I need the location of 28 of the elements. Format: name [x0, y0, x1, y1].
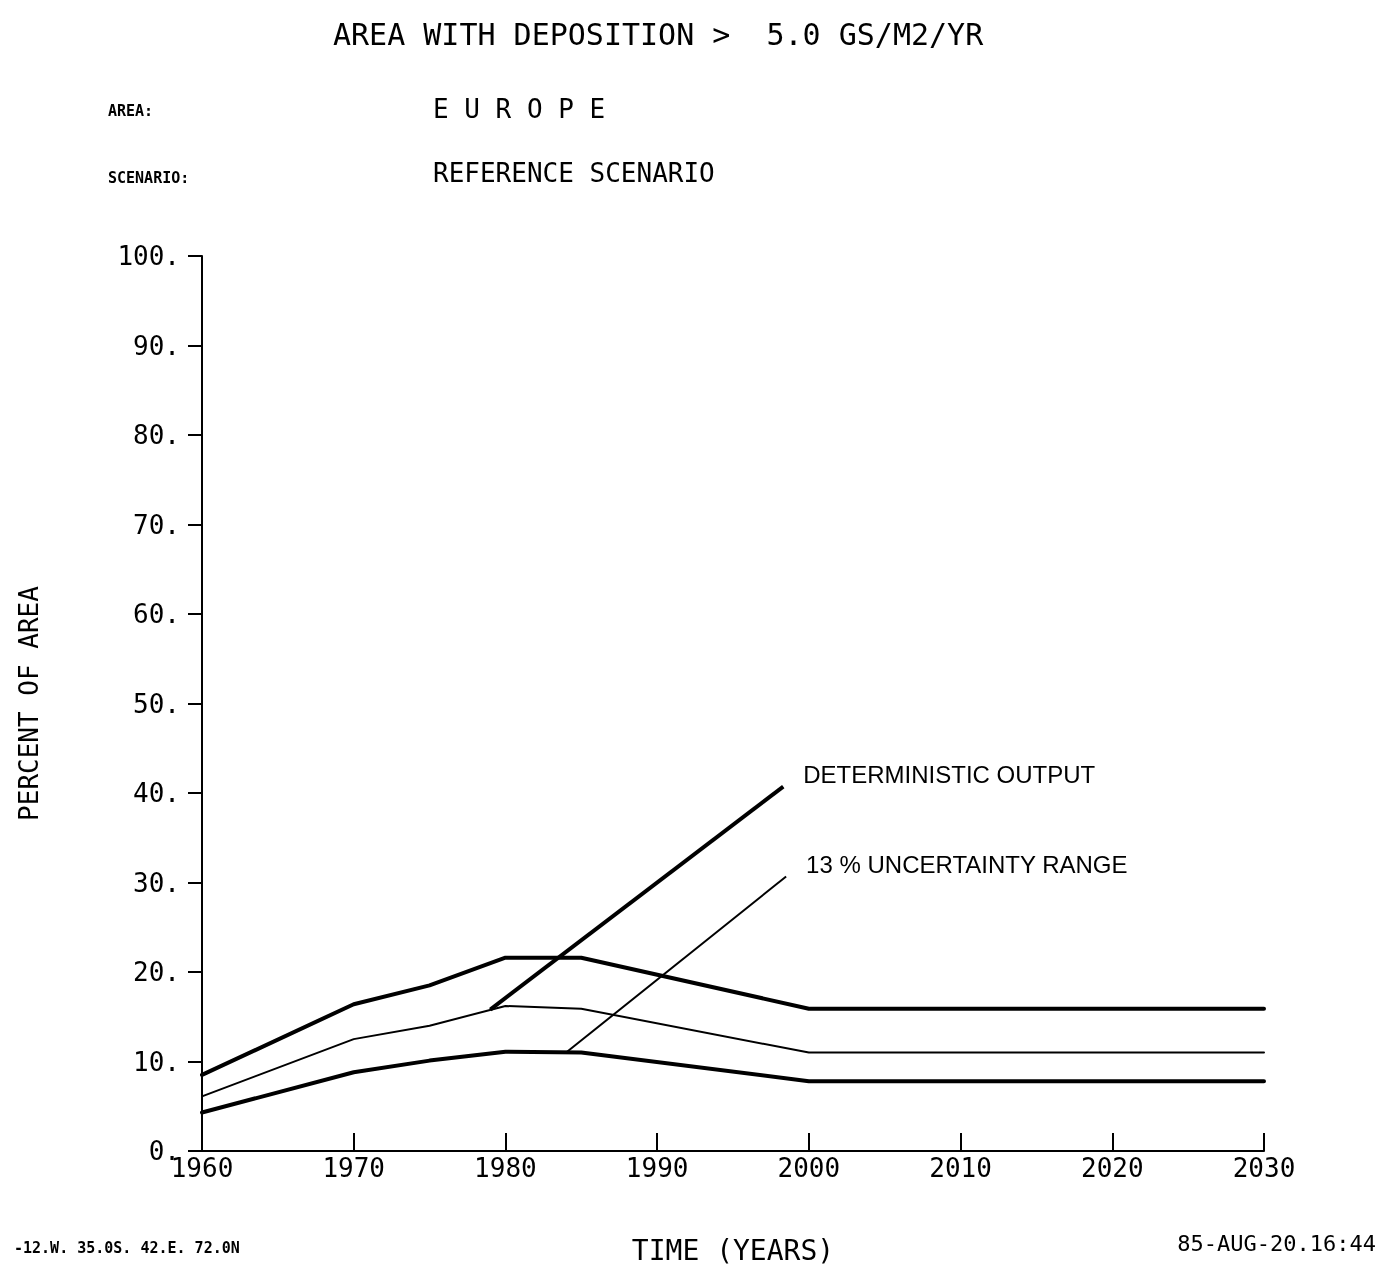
x-axis-title: TIME (YEARS) [631, 1233, 835, 1267]
text: REFERENCE SCENARIO [433, 158, 715, 188]
x-tick-label: 2030 [1232, 1153, 1296, 1183]
y-tick-label: 90. [133, 330, 180, 361]
y-tick-label: 40. [133, 778, 180, 808]
text: 85-AUG-20.16:44 [1177, 1230, 1377, 1256]
y-tick-label: 10. [133, 1046, 180, 1077]
text: -12.W. 35.0S. 42.E. 72.0N [14, 1238, 240, 1257]
x-tick-label: 2020 [1080, 1153, 1144, 1183]
x-tick-label: 1990 [625, 1153, 689, 1183]
text: E U R O P E [433, 94, 606, 124]
text: SCENARIO: [108, 168, 190, 187]
y-tick-label: 20. [133, 957, 180, 987]
x-tick-label: 1980 [474, 1153, 537, 1183]
x-tick-label: 2010 [929, 1153, 992, 1183]
annotation: 13 % UNCERTAINTY RANGE [806, 851, 1128, 879]
y-tick-label: 60. [133, 599, 180, 629]
text: AREA: [108, 101, 154, 120]
y-tick-label: 100. [117, 241, 180, 271]
chart-title: AREA WITH DEPOSITION > 5.0 GS/M2/YR [333, 16, 985, 52]
y-tick-label: 80. [133, 420, 180, 450]
y-axis-title: PERCENT OF AREA [14, 585, 44, 821]
x-tick-label: 1970 [322, 1153, 386, 1183]
y-tick-label: 50. [133, 688, 180, 719]
y-tick-label: 30. [133, 867, 180, 898]
x-tick-label: 2000 [777, 1153, 841, 1183]
annotation: DETERMINISTIC OUTPUT [803, 761, 1096, 789]
y-tick-label: 70. [133, 509, 180, 540]
